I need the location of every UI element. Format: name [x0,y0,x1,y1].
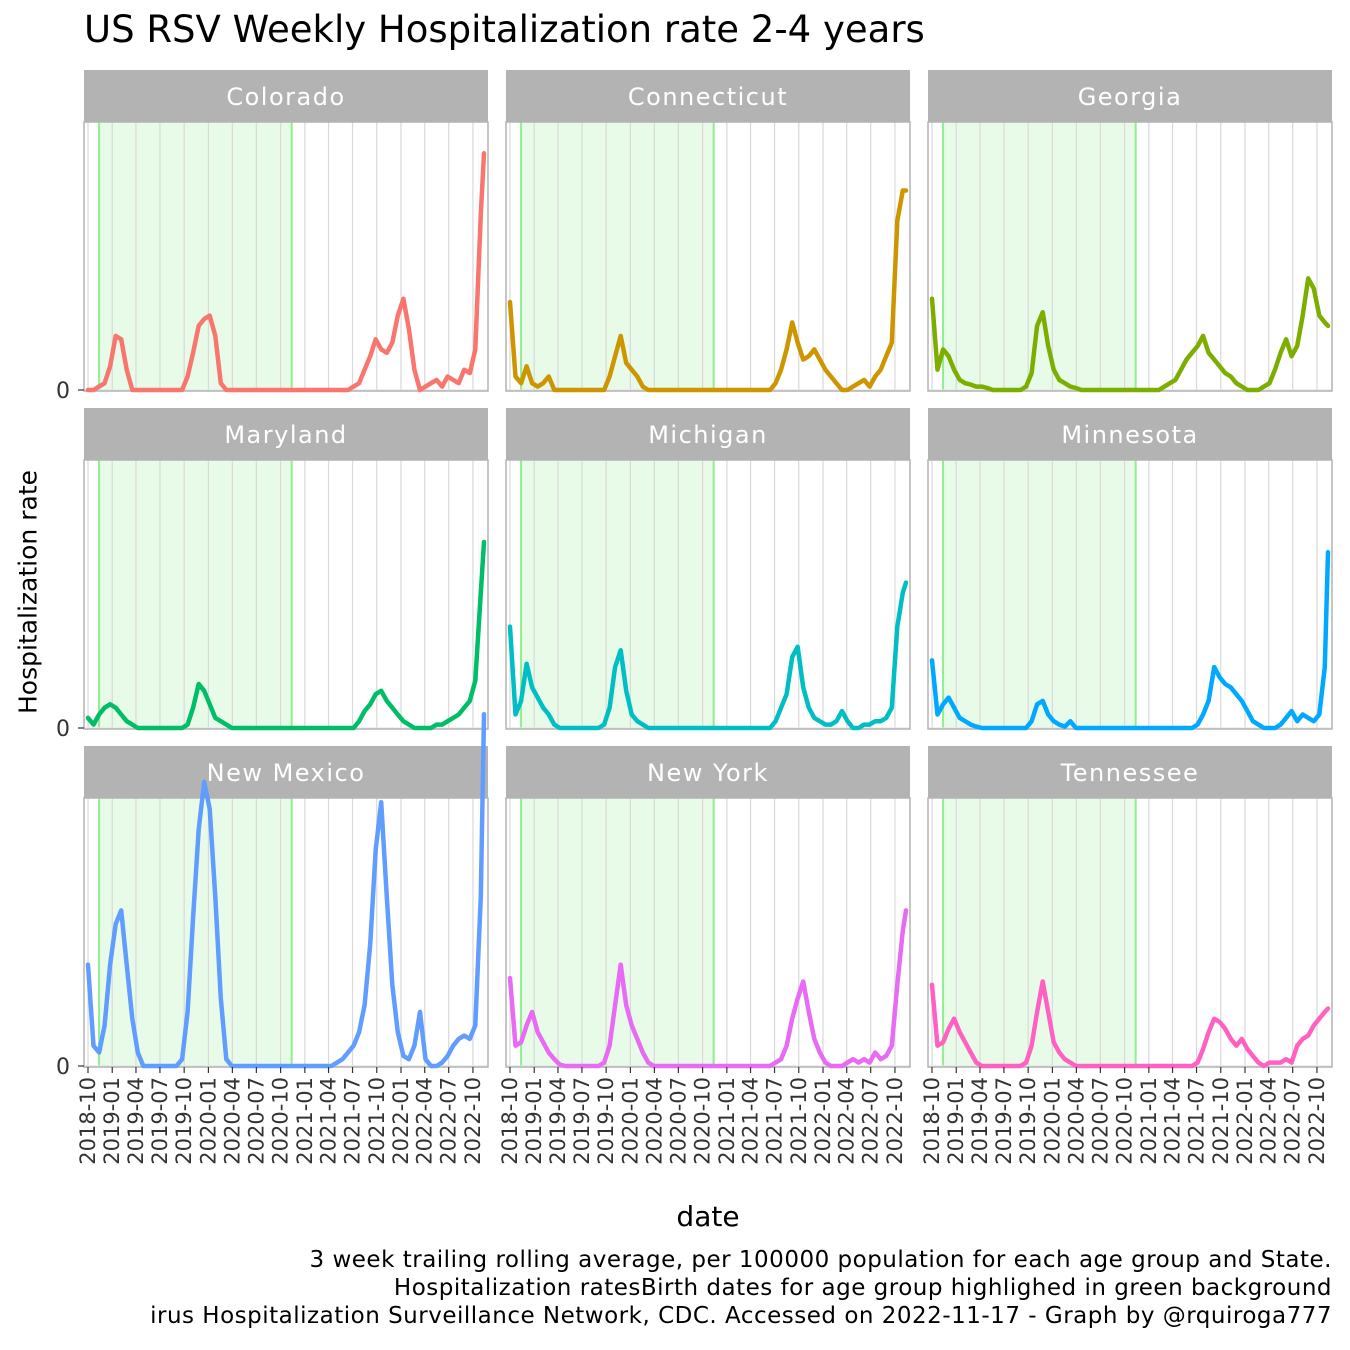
y-tick-label-zero: 0 [56,1055,70,1080]
x-tick-label: 2021-07 [763,1077,787,1165]
x-tick-label: 2021-04 [1161,1077,1185,1165]
facet-strip-tennessee [928,746,1332,798]
x-tick-label: 2019-10 [172,1077,196,1165]
x-tick-label: 2019-10 [594,1077,618,1165]
facet-strip-minnesota [928,408,1332,460]
x-tick-label: 2022-04 [413,1077,437,1165]
x-tick-label: 2022-07 [1281,1077,1305,1165]
caption-line-1: 3 week trailing rolling average, per 100… [309,1247,1332,1273]
facet-strip-maryland [84,408,488,460]
x-tick-label: 2020-07 [244,1077,268,1165]
x-tick-label: 2018-10 [920,1077,944,1165]
x-tick-label: 2019-04 [546,1077,570,1165]
x-tick-label: 2020-10 [691,1077,715,1165]
x-tick-label: 2019-01 [944,1077,968,1165]
x-tick-label: 2021-01 [293,1077,317,1165]
x-tick-label: 2022-01 [1233,1077,1257,1165]
x-tick-label: 2021-01 [715,1077,739,1165]
series-line-new-mexico [85,712,487,1069]
x-tick-label: 2021-01 [1137,1077,1161,1165]
facet-label-michigan: Michigan [648,421,768,449]
x-tick-label: 2020-04 [642,1077,666,1165]
birth-date-highlight [99,798,292,1067]
x-tick-label: 2019-10 [1016,1077,1040,1165]
y-tick-label-zero: 0 [56,717,70,742]
x-tick-label: 2020-04 [220,1077,244,1165]
x-tick-label: 2020-04 [1064,1077,1088,1165]
x-tick-label: 2022-04 [1257,1077,1281,1165]
x-tick-label: 2021-04 [317,1077,341,1165]
x-tick-label: 2022-07 [437,1077,461,1165]
birth-date-highlight [943,460,1136,729]
birth-date-highlight [99,460,292,729]
x-tick-label: 2018-10 [76,1077,100,1165]
series-line-maryland [85,539,487,731]
birth-date-highlight [943,122,1136,391]
facet-strip-new-york [506,746,910,798]
birth-date-highlight [943,798,1136,1067]
x-tick-label: 2021-07 [341,1077,365,1165]
x-tick-label: 2022-10 [1305,1077,1329,1165]
x-tick-label: 2020-01 [1040,1077,1064,1165]
facet-label-minnesota: Minnesota [1061,421,1198,449]
x-tick-label: 2018-10 [498,1077,522,1165]
birth-date-highlight [521,460,714,729]
x-tick-label: 2019-04 [968,1077,992,1165]
facet-label-colorado: Colorado [226,83,345,111]
y-tick-label-zero: 0 [56,379,70,404]
x-tick-label: 2019-04 [124,1077,148,1165]
facet-strip-michigan [506,408,910,460]
x-tick-label: 2021-10 [787,1077,811,1165]
series-line-connecticut [507,188,909,393]
x-tick-label: 2022-01 [811,1077,835,1165]
x-tick-label: 2022-07 [859,1077,883,1165]
facet-label-new-mexico: New Mexico [207,759,366,787]
x-tick-label: 2019-07 [148,1077,172,1165]
x-tick-label: 2022-10 [461,1077,485,1165]
facet-strip-georgia [928,70,1332,122]
facet-strip-new-mexico [84,746,488,798]
series-line-tennessee [929,979,1331,1069]
facet-label-connecticut: Connecticut [628,83,788,111]
x-tick-label: 2022-01 [389,1077,413,1165]
x-tick-label: 2019-01 [100,1077,124,1165]
x-tick-label: 2020-01 [196,1077,220,1165]
facet-label-new-york: New York [647,759,769,787]
x-tick-label: 2022-04 [835,1077,859,1165]
series-line-new-york [507,908,909,1069]
x-tick-label: 2021-04 [739,1077,763,1165]
facet-label-maryland: Maryland [224,421,347,449]
x-tick-label: 2020-01 [618,1077,642,1165]
birth-date-highlight [521,798,714,1067]
x-tick-label: 2021-07 [1185,1077,1209,1165]
x-tick-label: 2020-07 [1088,1077,1112,1165]
x-tick-label: 2019-07 [570,1077,594,1165]
x-tick-label: 2021-10 [365,1077,389,1165]
x-tick-label: 2020-10 [269,1077,293,1165]
facet-strip-colorado [84,70,488,122]
series-line-michigan [507,580,909,731]
x-tick-label: 2020-10 [1113,1077,1137,1165]
caption-line-2: Hospitalization ratesBirth dates for age… [393,1275,1332,1301]
chart-title: US RSV Weekly Hospitalization rate 2-4 y… [84,8,925,51]
facet-strip-connecticut [506,70,910,122]
series-line-colorado [85,151,487,393]
x-tick-label: 2021-10 [1209,1077,1233,1165]
x-tick-label: 2022-10 [883,1077,907,1165]
x-axis-label: date [676,1200,740,1233]
caption-line-3: irus Hospitalization Surveillance Networ… [150,1303,1332,1329]
x-tick-label: 2019-01 [522,1077,546,1165]
series-line-minnesota [929,549,1331,731]
x-tick-label: 2020-07 [666,1077,690,1165]
series-line-georgia [929,276,1331,393]
x-tick-label: 2019-07 [992,1077,1016,1165]
facet-label-tennessee: Tennessee [1060,759,1200,787]
facet-label-georgia: Georgia [1078,83,1183,111]
